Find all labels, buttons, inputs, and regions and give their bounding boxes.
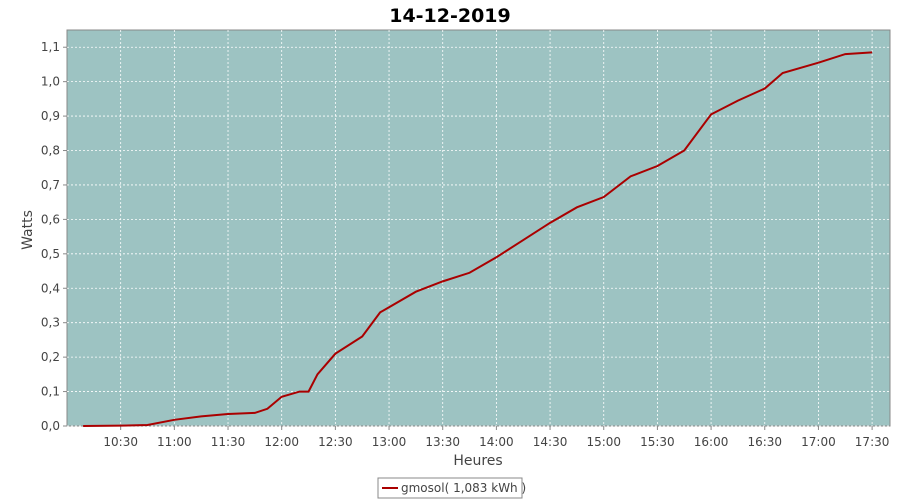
plot-area bbox=[66, 29, 891, 427]
x-tick-label: 12:00 bbox=[264, 435, 299, 449]
y-tick-label: 0,8 bbox=[41, 144, 60, 158]
x-tick-label: 16:00 bbox=[694, 435, 729, 449]
y-tick-label: 0,9 bbox=[41, 109, 60, 123]
y-axis-label: Watts bbox=[20, 210, 36, 250]
x-tick-label: 16:30 bbox=[747, 435, 782, 449]
y-tick-label: 0,3 bbox=[41, 316, 60, 330]
x-tick-label: 17:00 bbox=[801, 435, 836, 449]
x-tick-label: 11:30 bbox=[211, 435, 246, 449]
y-tick-label: 1,1 bbox=[41, 40, 60, 54]
x-axis-label: Heures bbox=[453, 453, 502, 469]
x-tick-label: 13:30 bbox=[425, 435, 460, 449]
y-tick-label: 1,0 bbox=[41, 75, 60, 89]
y-tick-label: 0,1 bbox=[41, 385, 60, 399]
x-tick-label: 14:30 bbox=[533, 435, 568, 449]
y-tick-label: 0,5 bbox=[41, 247, 60, 261]
y-tick-label: 0,0 bbox=[41, 419, 60, 433]
x-tick-label: 11:00 bbox=[157, 435, 192, 449]
chart-title: 14-12-2019 bbox=[389, 5, 511, 27]
x-tick-label: 13:00 bbox=[372, 435, 407, 449]
x-tick-label: 14:00 bbox=[479, 435, 514, 449]
x-tick-label: 15:30 bbox=[640, 435, 675, 449]
legend-box bbox=[377, 477, 523, 499]
y-tick-label: 0,6 bbox=[41, 212, 60, 226]
x-tick-label: 10:30 bbox=[103, 435, 138, 449]
y-tick-label: 0,7 bbox=[41, 178, 60, 192]
legend-label: gmosol( 1,083 kWh ) bbox=[401, 481, 526, 495]
x-tick-label: 12:30 bbox=[318, 435, 353, 449]
data-line bbox=[83, 51, 873, 427]
y-tick-label: 0,4 bbox=[41, 281, 60, 295]
x-tick-label: 17:30 bbox=[855, 435, 890, 449]
x-tick-label: 15:00 bbox=[586, 435, 621, 449]
y-tick-label: 0,2 bbox=[41, 350, 60, 364]
